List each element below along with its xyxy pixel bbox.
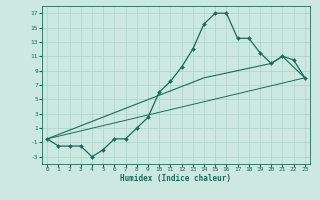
- X-axis label: Humidex (Indice chaleur): Humidex (Indice chaleur): [121, 174, 231, 183]
